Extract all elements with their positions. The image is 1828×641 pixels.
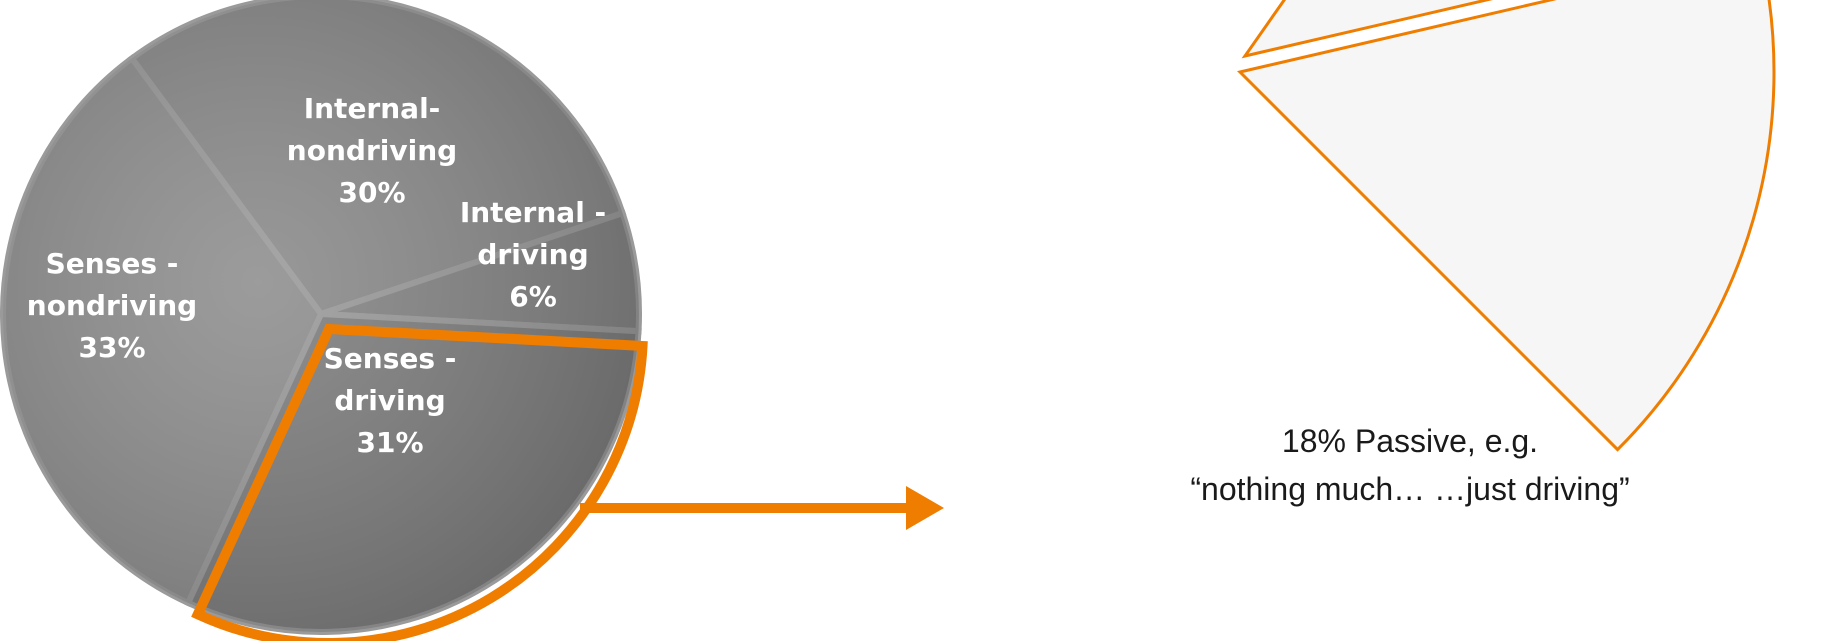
connector-arrow bbox=[580, 486, 944, 530]
highlighted-slice-outline bbox=[191, 323, 648, 641]
pie-label-3: Senses -nondriving 33% bbox=[27, 247, 197, 364]
detail-breakdown-chart: 13%Active drivingfocus, e.g.“watching th… bbox=[1190, 0, 1776, 507]
pie-label-0: Internal-nondriving 30% bbox=[287, 92, 457, 209]
main-pie-chart: Internal-nondriving 30%Internal -driving 6… bbox=[0, 0, 648, 641]
pie-shading bbox=[3, 0, 639, 632]
pie-label-2: Senses -driving 31% bbox=[324, 342, 457, 459]
detail-label-1: 18% Passive, e.g. “nothing much… …just dr… bbox=[1190, 423, 1629, 507]
detail-slice-0 bbox=[1241, 0, 1493, 59]
detail-slice-1 bbox=[1237, 0, 1776, 452]
pie-label-1: Internal -driving 6% bbox=[460, 196, 606, 313]
